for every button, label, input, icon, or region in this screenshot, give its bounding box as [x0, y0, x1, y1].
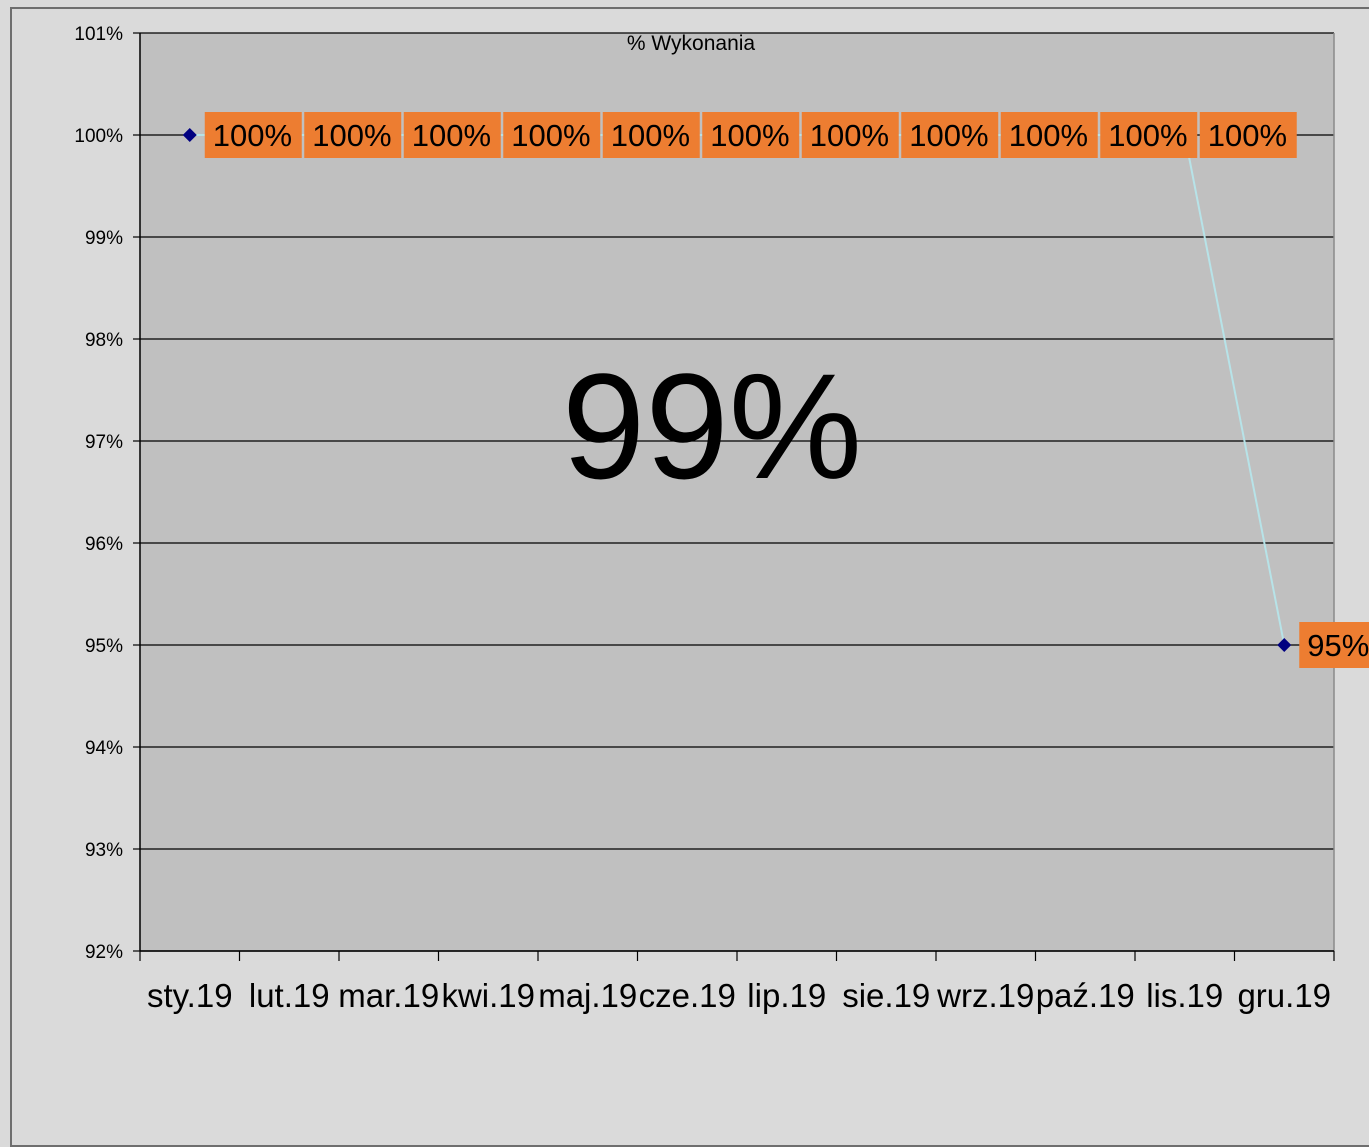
data-label-text: 100% [710, 118, 789, 153]
x-axis: sty.19 lut.19 mar.19 kwi.19 maj.19 cze.19 lip.… [139, 950, 1335, 1014]
data-label-text: 100% [810, 118, 889, 153]
x-tick-label: lut.19 [249, 977, 330, 1014]
data-label: 100% [503, 112, 601, 158]
data-label-text: 100% [312, 118, 391, 153]
x-tick-label: sty.19 [147, 977, 233, 1014]
y-tick-label: 94% [85, 738, 123, 759]
data-label: 100% [1199, 112, 1297, 158]
y-tick-label: 100% [74, 126, 123, 147]
data-point-marker [182, 128, 197, 142]
overlay-value: 99% [562, 342, 862, 510]
x-tick-label: wrz.19 [936, 977, 1034, 1014]
data-label-text: 100% [611, 118, 690, 153]
x-tick-label: kwi.19 [441, 977, 535, 1014]
data-label: 100% [602, 112, 700, 158]
data-label-text: 100% [1108, 118, 1187, 153]
y-tick-label: 92% [85, 942, 123, 963]
y-tick-label: 93% [85, 840, 123, 861]
data-label-text: 100% [213, 118, 292, 153]
data-label: 100% [801, 112, 899, 158]
data-label-box [1199, 112, 1297, 158]
data-label-box [1299, 622, 1369, 668]
chart-title: % Wykonania [627, 32, 756, 55]
data-label-box [403, 112, 501, 158]
y-tick-label: 95% [85, 636, 123, 657]
x-tick-label: cze.19 [639, 977, 736, 1014]
x-tick-label: sie.19 [842, 977, 930, 1014]
x-tick-label: lip.19 [747, 977, 826, 1014]
data-label-text: 100% [1208, 118, 1287, 153]
data-label: 100% [304, 112, 402, 158]
x-tick-label: lis.19 [1146, 977, 1223, 1014]
x-tick-label: mar.19 [338, 977, 439, 1014]
data-label-box [702, 112, 800, 158]
data-label: 100% [403, 112, 501, 158]
data-label: 100% [204, 112, 302, 158]
data-label-box [901, 112, 999, 158]
x-tick-label: gru.19 [1237, 977, 1331, 1014]
data-label-text: 100% [412, 118, 491, 153]
y-tick-label: 96% [85, 534, 123, 555]
data-point-marker [1277, 638, 1292, 652]
data-label-box [503, 112, 601, 158]
data-label: 100% [1000, 112, 1098, 158]
data-label-text: 100% [909, 118, 988, 153]
y-tick-label: 98% [85, 330, 123, 351]
y-axis: 92% 93% 94% 95% 96% 97% 98% 99% 100% 101% [74, 24, 1335, 963]
data-label-box [1000, 112, 1098, 158]
y-tick-label: 97% [85, 432, 123, 453]
x-tick-label: paź.19 [1036, 977, 1135, 1014]
x-tick-label: maj.19 [538, 977, 637, 1014]
y-tick-label: 101% [74, 24, 123, 45]
data-label-box [1100, 112, 1198, 158]
data-label: 100% [702, 112, 800, 158]
data-label-box [304, 112, 402, 158]
data-label: 100% [901, 112, 999, 158]
data-label: 95% [1299, 622, 1369, 668]
plot-area [140, 33, 1334, 951]
data-labels: 100% 100% 100% 100% 100% 100% 100% 100% 100% 100%… [204, 112, 1369, 668]
gridlines [140, 32, 1334, 952]
data-label: 100% [1100, 112, 1198, 158]
data-label-box [602, 112, 700, 158]
data-label-text: 100% [1009, 118, 1088, 153]
data-label-box [801, 112, 899, 158]
data-label-box [204, 112, 302, 158]
data-label-text: 95% [1307, 628, 1369, 663]
y-tick-label: 99% [85, 228, 123, 249]
data-label-text: 100% [511, 118, 590, 153]
